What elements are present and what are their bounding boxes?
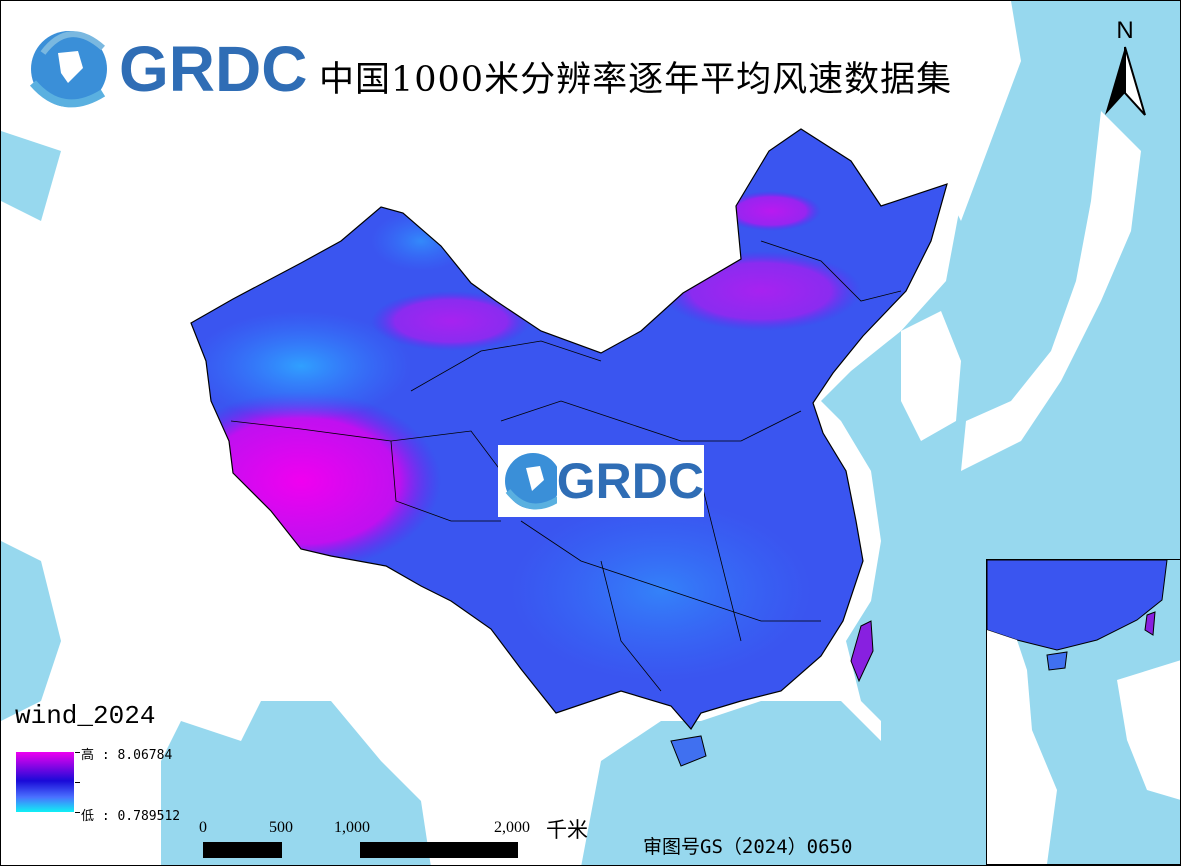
scale-bar-segment: [360, 842, 518, 858]
ocean-west-north: [1, 131, 61, 221]
approval-number: 审图号GS（2024）0650: [643, 836, 853, 858]
scale-label-1000: 1,000: [334, 819, 370, 836]
land-korea: [901, 311, 961, 441]
scale-bar-segment: [282, 842, 360, 858]
scale-label-500: 500: [269, 819, 293, 836]
logo-text: GRDC: [119, 33, 308, 105]
hainan: [670, 735, 707, 767]
province-boundaries: [230, 240, 902, 692]
grdc-logo: GRDC: [23, 23, 307, 115]
land-russia-fareast: [941, 1, 1021, 221]
ocean-south-china-sea: [581, 701, 881, 865]
ocean-bay-bengal: [161, 701, 431, 865]
watermark-text: GRDC: [556, 453, 704, 509]
watermark-logo: GRDC: [498, 445, 704, 517]
legend-low-label: 低 : 0.789512: [81, 809, 181, 824]
legend-tick: [75, 812, 80, 813]
scale-label-2000: 2,000: [494, 819, 530, 836]
south-china-sea-inset: [986, 559, 1180, 865]
globe-logo-icon: [29, 31, 107, 108]
legend-tick: [75, 752, 80, 753]
map-title: 中国1000米分辨率逐年平均风速数据集: [319, 60, 953, 100]
taiwan: [850, 620, 874, 683]
north-arrow-icon: [1105, 46, 1146, 116]
scale-label-0: 0: [199, 819, 207, 836]
scale-unit: 千米: [546, 818, 588, 842]
ocean-arabian: [1, 541, 61, 721]
globe-watermark-icon: [505, 453, 557, 510]
china-wind-raster: [191, 129, 947, 729]
legend-high-label: 高 : 8.06784: [81, 748, 173, 763]
land-japan: [961, 111, 1141, 471]
legend-title: wind_2024: [15, 701, 156, 731]
scale-bar-segment: [203, 842, 282, 858]
legend-tick: [75, 782, 80, 783]
north-arrow: N: [1101, 17, 1149, 121]
legend-color-ramp: [16, 752, 74, 812]
inset-map: [987, 560, 1180, 864]
north-label: N: [1116, 17, 1134, 44]
